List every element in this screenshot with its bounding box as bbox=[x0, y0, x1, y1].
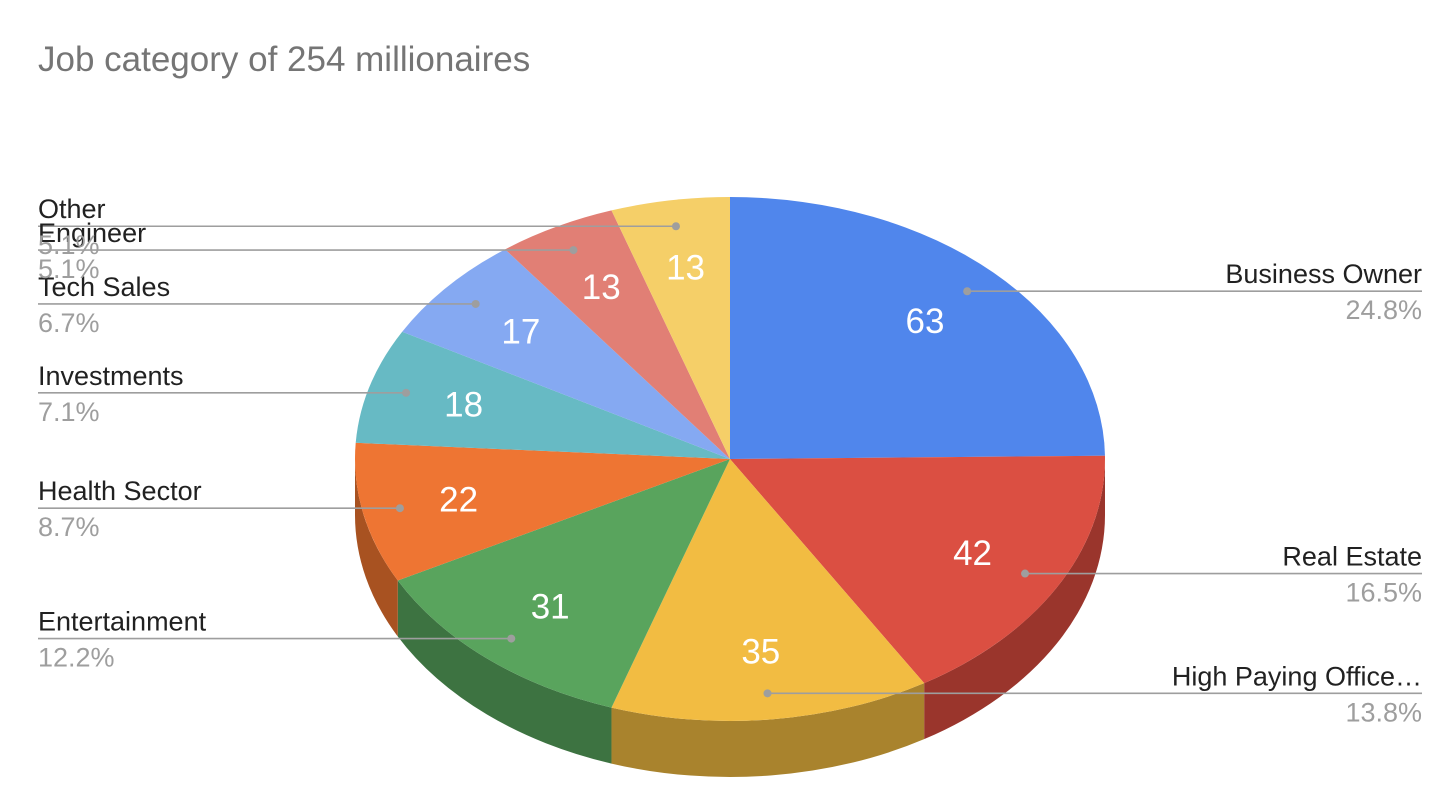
pie-slice-entertainment[interactable] bbox=[397, 459, 730, 708]
data-label-engineer: 13 bbox=[582, 268, 621, 307]
callout-percent-investments: 7.1% bbox=[38, 397, 100, 427]
callout-label-business-owner: Business Owner bbox=[1225, 259, 1422, 289]
chart-title: Job category of 254 millionaires bbox=[38, 40, 531, 79]
data-label-high-paying-office: 35 bbox=[741, 633, 780, 672]
pie-slice-business-owner[interactable] bbox=[730, 197, 1105, 459]
callout-labels: Business Owner 24.8% Real Estate 16.5% High … bbox=[38, 194, 1422, 727]
data-label-other: 13 bbox=[666, 249, 705, 288]
callout-percent-business-owner: 24.8% bbox=[1345, 295, 1422, 325]
data-label-business-owner: 63 bbox=[906, 302, 945, 341]
data-label-real-estate: 42 bbox=[953, 534, 992, 573]
leader-dot-health-sector bbox=[395, 504, 404, 513]
leader-dot-engineer bbox=[569, 246, 578, 255]
leader-lines bbox=[38, 222, 1422, 698]
leader-dot-high-paying-office bbox=[763, 689, 772, 698]
callout-percent-other: 5.1% bbox=[38, 230, 100, 260]
callout-percent-real-estate: 16.5% bbox=[1345, 578, 1422, 608]
callout-label-engineer: Engineer bbox=[38, 218, 146, 248]
pie-side-entertainment bbox=[397, 580, 612, 764]
data-labels: 63 42 35 31 22 18 17 13 13 bbox=[439, 249, 992, 672]
data-label-investments: 18 bbox=[444, 386, 483, 425]
pie-slice-other[interactable] bbox=[611, 197, 730, 459]
callout-label-real-estate: Real Estate bbox=[1282, 542, 1422, 572]
leader-dot-tech-sales bbox=[471, 299, 480, 308]
pie-slice-tech-sales[interactable] bbox=[402, 249, 730, 459]
pie-slice-health-sector[interactable] bbox=[354, 442, 730, 581]
callout-percent-engineer: 5.1% bbox=[38, 254, 100, 284]
pie-slice-real-estate[interactable] bbox=[730, 455, 1105, 684]
callout-percent-health-sector: 8.7% bbox=[38, 512, 100, 542]
leader-dot-real-estate bbox=[1021, 569, 1030, 578]
leader-dot-investments bbox=[402, 388, 411, 397]
pie-side-health-sector bbox=[355, 459, 398, 637]
pie-side-high-paying-office bbox=[611, 683, 925, 777]
pie-sides bbox=[355, 459, 1105, 777]
callout-percent-high-paying-office: 13.8% bbox=[1345, 697, 1422, 727]
callout-label-other: Other bbox=[38, 194, 106, 224]
callout-percent-entertainment: 12.2% bbox=[38, 643, 115, 673]
data-label-health-sector: 22 bbox=[439, 480, 478, 519]
callout-label-investments: Investments bbox=[38, 361, 184, 391]
leader-dot-business-owner bbox=[963, 287, 972, 296]
pie-slice-investments[interactable] bbox=[355, 331, 730, 459]
callout-label-tech-sales: Tech Sales bbox=[38, 272, 170, 302]
pie-side-real-estate bbox=[924, 459, 1105, 740]
pie-slice-engineer[interactable] bbox=[505, 210, 730, 459]
data-label-tech-sales: 17 bbox=[501, 313, 540, 352]
callout-label-high-paying-office: High Paying Office… bbox=[1172, 661, 1422, 691]
leader-dot-entertainment bbox=[507, 634, 516, 643]
callout-label-entertainment: Entertainment bbox=[38, 607, 207, 637]
callout-percent-tech-sales: 6.7% bbox=[38, 308, 100, 338]
pie-slice-high-paying-office[interactable] bbox=[611, 459, 925, 722]
callout-label-health-sector: Health Sector bbox=[38, 476, 202, 506]
data-label-entertainment: 31 bbox=[531, 588, 570, 627]
leader-dot-other bbox=[671, 222, 680, 231]
pie-slices bbox=[354, 197, 1105, 722]
